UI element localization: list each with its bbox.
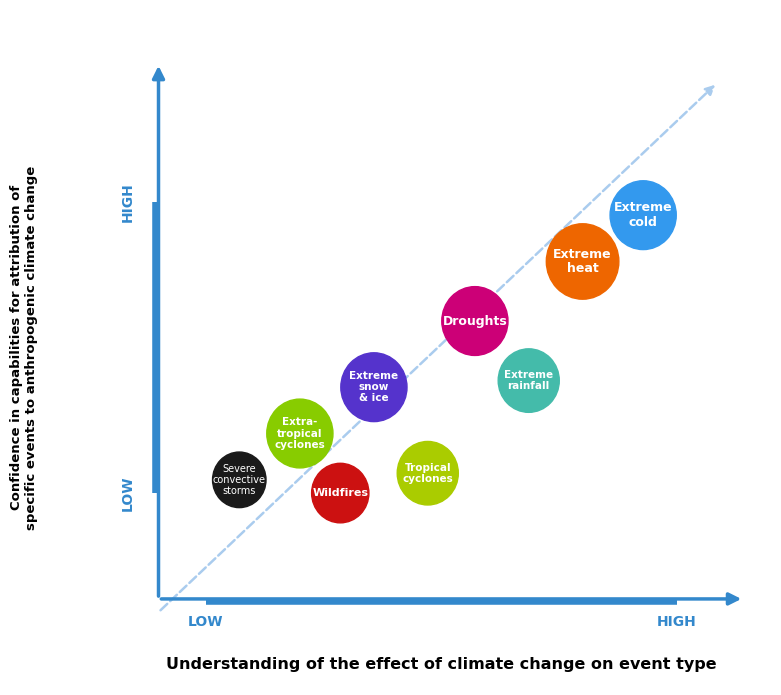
Ellipse shape bbox=[312, 464, 369, 523]
Ellipse shape bbox=[610, 181, 676, 250]
Ellipse shape bbox=[442, 286, 508, 355]
Ellipse shape bbox=[398, 441, 458, 505]
Text: Droughts: Droughts bbox=[443, 315, 507, 327]
Ellipse shape bbox=[267, 399, 333, 468]
Text: LOW: LOW bbox=[188, 615, 223, 629]
Text: Extreme
snow
& ice: Extreme snow & ice bbox=[349, 371, 398, 403]
Text: Wildfires: Wildfires bbox=[312, 488, 369, 498]
Text: Severe
convective
storms: Severe convective storms bbox=[212, 464, 266, 496]
Ellipse shape bbox=[547, 224, 619, 300]
Ellipse shape bbox=[498, 349, 559, 412]
Text: Extreme
rainfall: Extreme rainfall bbox=[505, 370, 553, 391]
Text: LOW: LOW bbox=[121, 475, 135, 511]
Text: Extreme
heat: Extreme heat bbox=[553, 247, 612, 275]
Text: Extreme
cold: Extreme cold bbox=[614, 202, 672, 229]
Text: Extra-
tropical
cyclones: Extra- tropical cyclones bbox=[274, 417, 325, 450]
Ellipse shape bbox=[341, 353, 407, 422]
Text: Confidence in capabilities for attribution of
specific events to anthropogenic c: Confidence in capabilities for attributi… bbox=[10, 165, 38, 530]
Text: Understanding of the effect of climate change on event type: Understanding of the effect of climate c… bbox=[166, 657, 716, 671]
Text: HIGH: HIGH bbox=[121, 182, 135, 222]
Text: Tropical
cyclones: Tropical cyclones bbox=[402, 463, 453, 484]
Ellipse shape bbox=[212, 452, 266, 507]
Text: HIGH: HIGH bbox=[657, 615, 697, 629]
